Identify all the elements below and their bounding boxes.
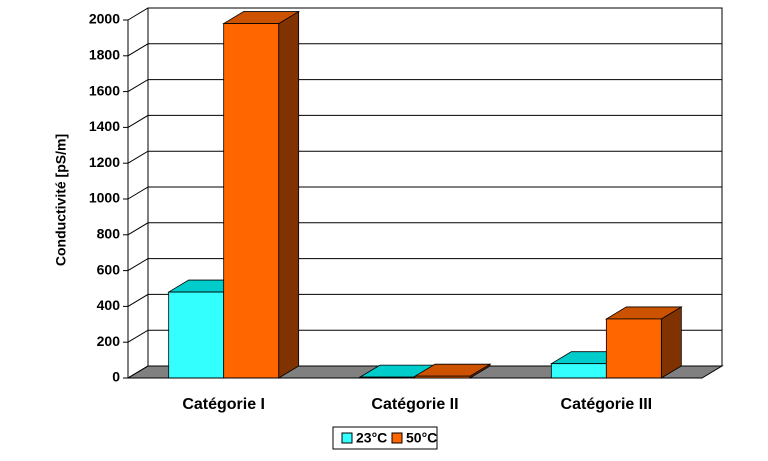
y-tick-label: 400: [97, 297, 121, 313]
grid-line: [127, 186, 722, 200]
legend-box: [332, 426, 438, 450]
y-tick-label: 2000: [89, 11, 120, 27]
grid-line: [127, 293, 722, 307]
grid-line: [127, 7, 722, 21]
bar: [550, 363, 607, 379]
grid-line: [127, 79, 722, 93]
y-tick-label: 1600: [89, 82, 120, 98]
bar-side: [278, 10, 300, 379]
y-tick-label: 1800: [89, 47, 120, 63]
legend-swatch: [341, 432, 353, 444]
grid-line: [127, 114, 722, 128]
grid-line: [127, 329, 722, 343]
y-tick-label: 0: [112, 369, 120, 385]
bar: [168, 291, 225, 379]
legend-label: 50°C: [406, 430, 437, 446]
y-tick-label: 600: [97, 261, 121, 277]
x-tick-label: Catégorie II: [371, 396, 458, 413]
grid-line: [127, 43, 722, 57]
bar: [605, 318, 662, 379]
grid-line: [127, 365, 722, 379]
y-tick-label: 1000: [89, 190, 120, 206]
legend-label: 23°C: [356, 430, 387, 446]
bar: [223, 23, 280, 379]
y-tick-label: 800: [97, 226, 121, 242]
legend-swatch: [391, 432, 403, 444]
grid-line: [127, 222, 722, 236]
y-tick-label: 200: [97, 333, 121, 349]
grid-line: [127, 150, 722, 164]
y-axis-label: Conductivité [pS/m]: [53, 134, 69, 266]
x-tick-label: Catégorie I: [182, 396, 265, 413]
y-tick-label: 1400: [89, 118, 120, 134]
x-tick-label: Catégorie III: [561, 396, 653, 413]
y-tick-label: 1200: [89, 154, 120, 170]
grid-line: [127, 258, 722, 272]
